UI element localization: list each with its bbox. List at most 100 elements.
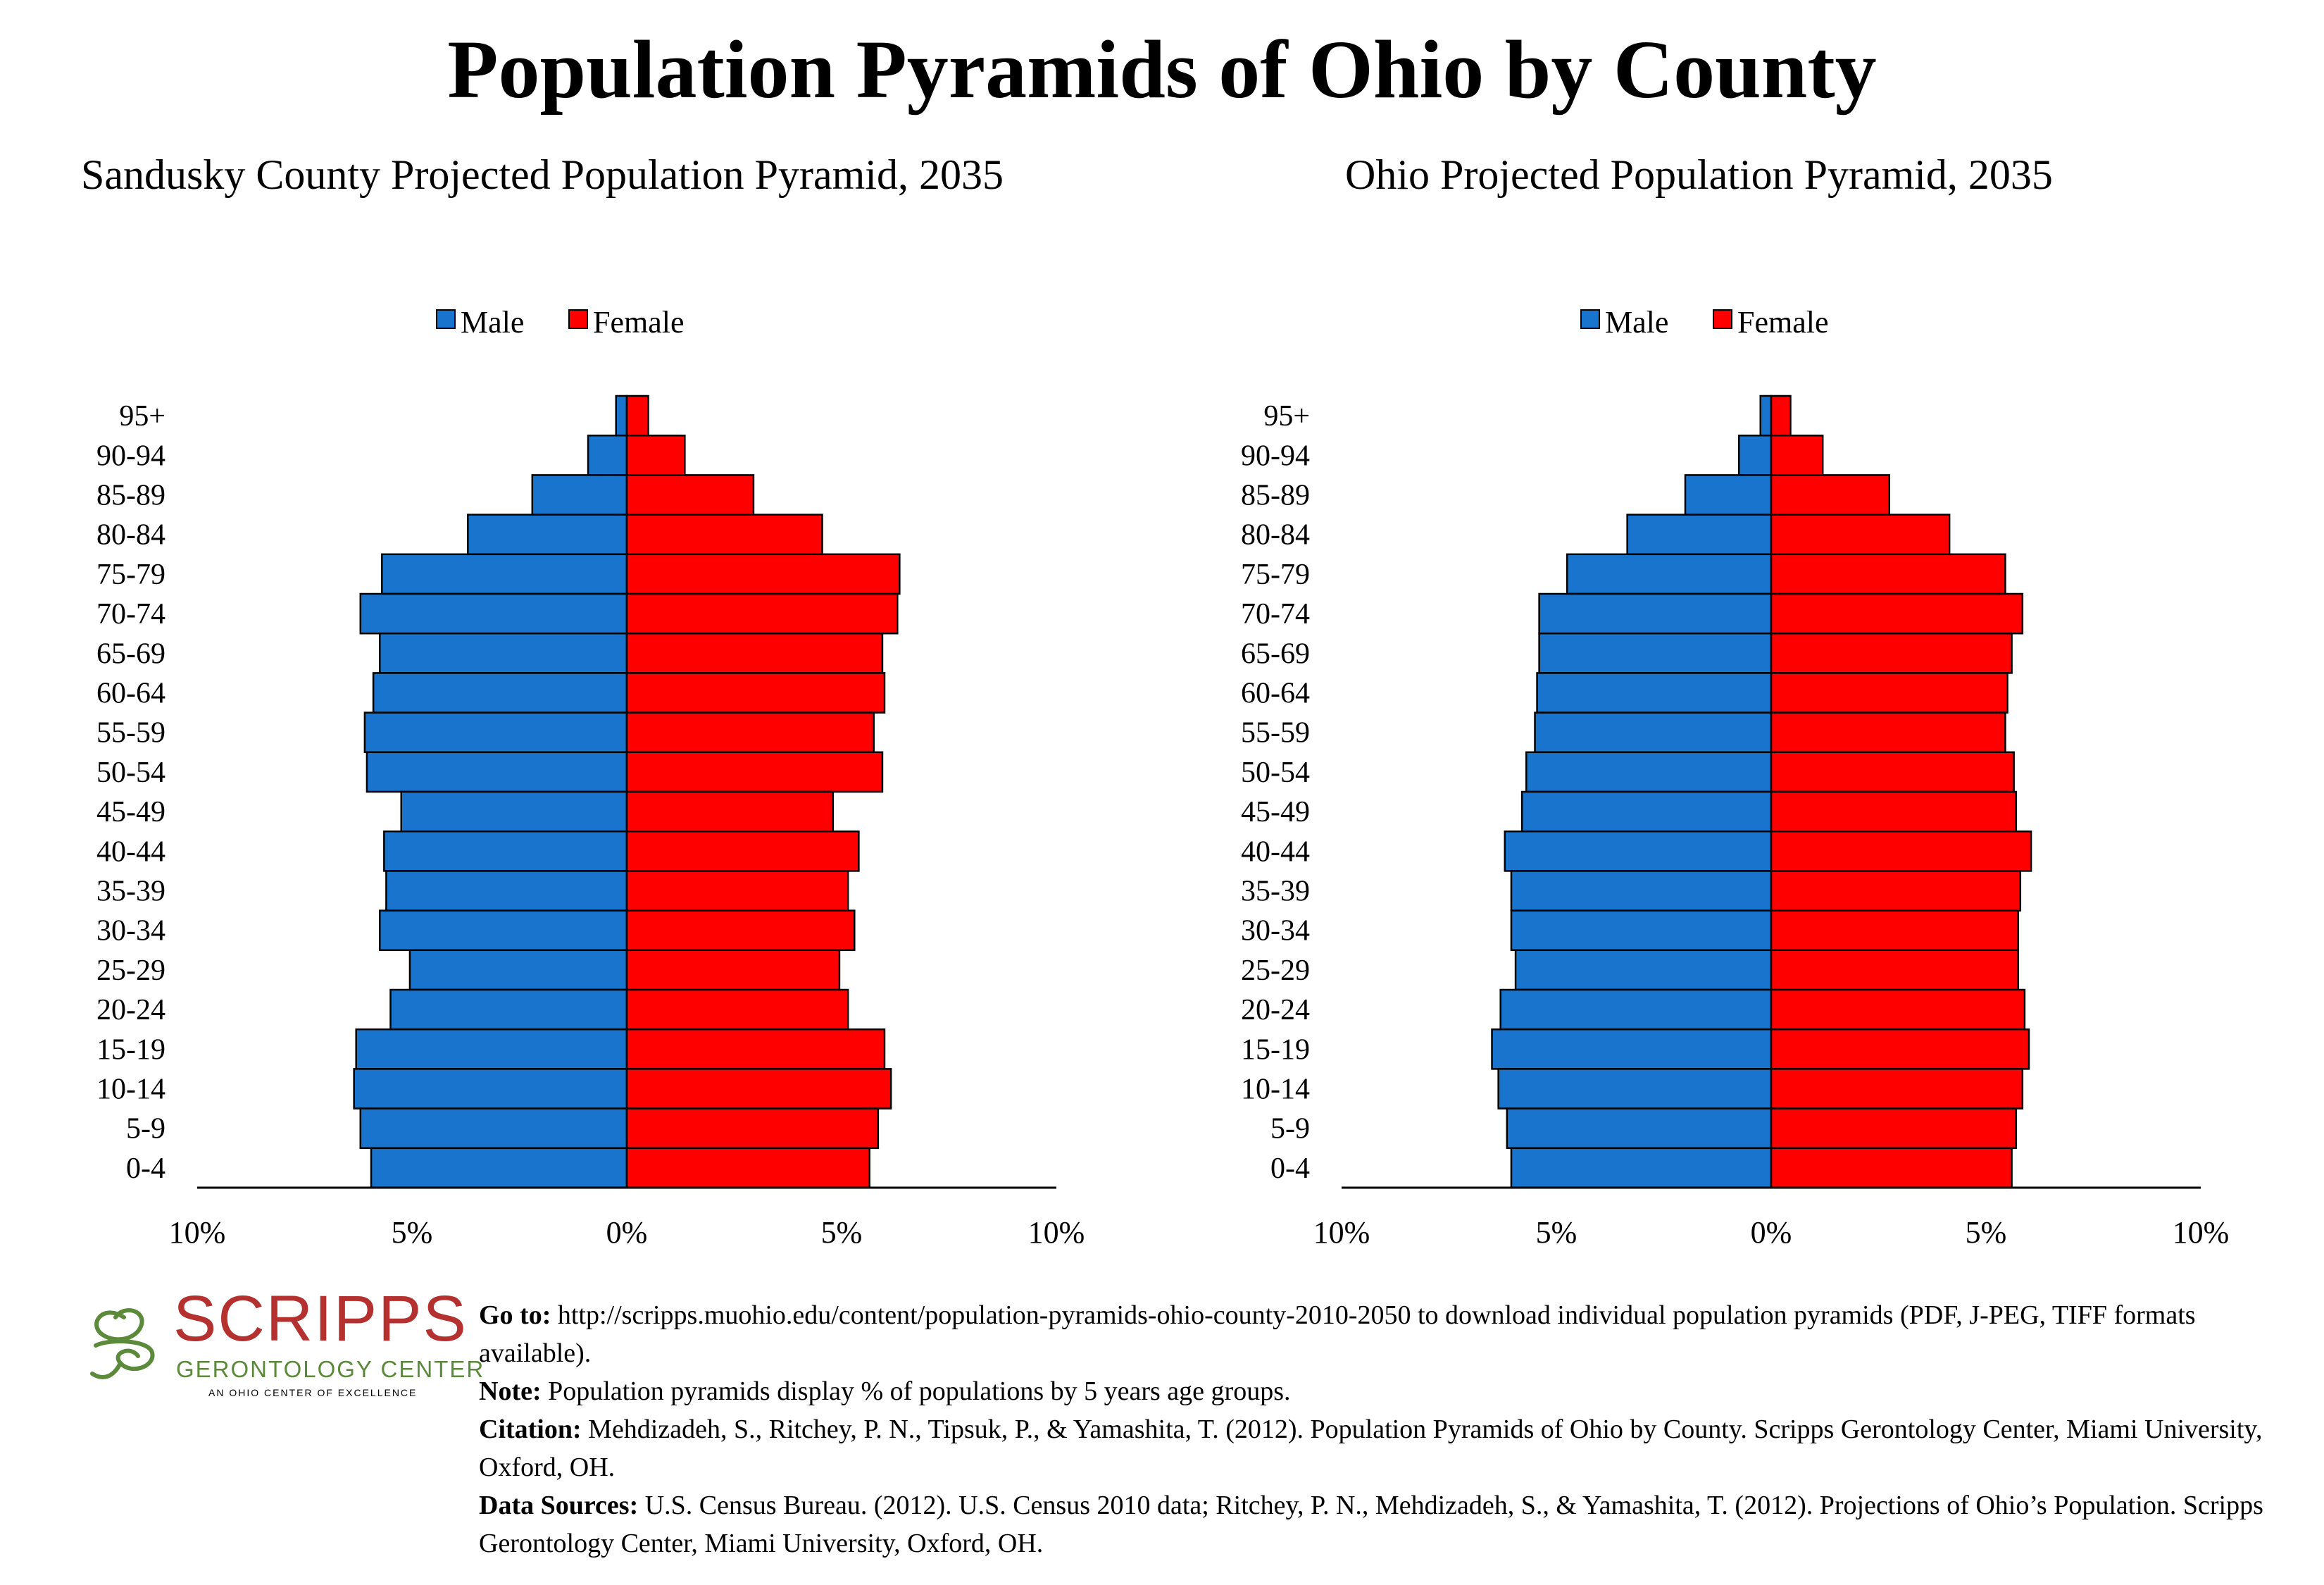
bar-female [625, 830, 860, 872]
bar-female [1770, 988, 2026, 1031]
age-group-label: 0-4 [126, 1152, 165, 1185]
bar-male [1514, 949, 1773, 991]
bar-male [385, 870, 628, 912]
bar-male [467, 514, 628, 556]
age-group-label: 45-49 [1241, 796, 1310, 828]
bar-female [625, 474, 755, 516]
age-group-label: 85-89 [1241, 480, 1310, 512]
logo-subtitle: GERONTOLOGY CENTER [176, 1356, 485, 1382]
bar-female [625, 672, 886, 714]
age-group-label: 20-24 [1241, 994, 1310, 1026]
bar-male [1491, 1028, 1773, 1070]
bar-male [355, 1028, 628, 1070]
bar-female [1770, 1068, 2024, 1110]
bar-female [625, 711, 875, 754]
footnotes: Go to: http://scripps.muohio.edu/content… [479, 1296, 2310, 1562]
bar-male [359, 592, 628, 635]
bar-male [1525, 751, 1773, 793]
sources-text: U.S. Census Bureau. (2012). U.S. Census … [479, 1491, 2263, 1558]
citation-label: Citation: [479, 1415, 582, 1444]
age-group-label: 20-24 [96, 994, 165, 1026]
bar-male [1504, 830, 1773, 872]
age-group-label: 95+ [1263, 400, 1310, 433]
x-tick-label: 10% [1028, 1215, 1085, 1250]
bar-male [1566, 553, 1773, 595]
bar-male [587, 434, 628, 476]
bar-female [625, 909, 856, 952]
legend-male-swatch [436, 309, 456, 329]
x-tick-label: 5% [821, 1215, 863, 1250]
x-tick-label: 5% [1966, 1215, 2007, 1250]
bar-female [625, 988, 849, 1031]
age-group-label: 60-64 [96, 678, 165, 710]
bar-male [1520, 790, 1773, 833]
bar-female [1770, 592, 2024, 635]
bar-female [625, 434, 686, 476]
legend-female-label: Female [1737, 305, 1829, 340]
logo-tagline: AN OHIO CENTER OF EXCELLENCE [208, 1387, 418, 1398]
bar-female [1770, 553, 2006, 595]
bar-female [1770, 949, 2019, 991]
bar-male [1506, 1107, 1773, 1150]
bar-male [370, 1147, 628, 1189]
chart-subtitle: Sandusky County Projected Population Pyr… [81, 151, 1004, 198]
legend-female-label: Female [593, 305, 685, 340]
goto-label: Go to: [479, 1300, 551, 1330]
bar-male [408, 949, 628, 991]
bar-female [625, 1107, 880, 1150]
bar-male [383, 830, 628, 872]
goto-note: Go to: http://scripps.muohio.edu/content… [479, 1296, 2310, 1372]
bar-female [625, 1068, 892, 1110]
age-group-label: 15-19 [96, 1033, 165, 1066]
sources-label: Data Sources: [479, 1491, 639, 1520]
bar-female [1770, 632, 2013, 674]
age-group-label: 55-59 [96, 717, 165, 750]
x-tick-label: 5% [392, 1215, 433, 1250]
age-group-label: 35-39 [1241, 876, 1310, 908]
bar-male [1534, 711, 1773, 754]
bar-male [531, 474, 628, 516]
age-group-label: 25-29 [96, 955, 165, 987]
bar-female [1770, 434, 1824, 476]
legend-male-swatch [1580, 309, 1600, 329]
bar-female [1770, 394, 1792, 437]
age-group-label: 50-54 [1241, 757, 1310, 789]
age-group-label: 25-29 [1241, 955, 1310, 987]
age-group-label: 5-9 [126, 1113, 165, 1145]
legend-female-swatch [1713, 309, 1732, 329]
age-group-label: 55-59 [1241, 717, 1310, 750]
legend-male-label: Male [461, 305, 524, 340]
bar-male [1510, 1147, 1773, 1189]
age-group-label: 90-94 [1241, 440, 1310, 472]
bar-female [625, 1028, 886, 1070]
bar-female [625, 1147, 870, 1189]
bar-male [1538, 632, 1773, 674]
bar-male [1684, 474, 1773, 516]
bar-male [353, 1068, 628, 1110]
bar-female [1770, 514, 1951, 556]
bar-male [1497, 1068, 1773, 1110]
age-group-label: 45-49 [96, 796, 165, 828]
bar-female [625, 632, 884, 674]
age-group-label: 30-34 [1241, 915, 1310, 947]
bar-male [1510, 909, 1773, 952]
bar-female [1770, 751, 2015, 793]
bar-female [1770, 711, 2006, 754]
bar-male [379, 909, 628, 952]
x-tick-label: 0% [1751, 1215, 1792, 1250]
logo-wordmark: SCRIPPS [173, 1283, 468, 1355]
bar-female [1770, 830, 2032, 872]
legend-female-swatch [568, 309, 588, 329]
bar-female [625, 751, 884, 793]
age-group-label: 0-4 [1270, 1152, 1310, 1185]
citation-text: Mehdizadeh, S., Ritchey, P. N., Tipsuk, … [479, 1415, 2263, 1482]
bar-male [1510, 870, 1773, 912]
bar-male [1738, 434, 1773, 476]
bar-female [625, 790, 835, 833]
bar-female [1770, 790, 2017, 833]
note-label: Note: [479, 1376, 542, 1406]
age-group-label: 85-89 [96, 480, 165, 512]
bar-male [400, 790, 628, 833]
age-group-label: 65-69 [1241, 638, 1310, 670]
population-note: Note: Population pyramids display % of p… [479, 1372, 2310, 1410]
